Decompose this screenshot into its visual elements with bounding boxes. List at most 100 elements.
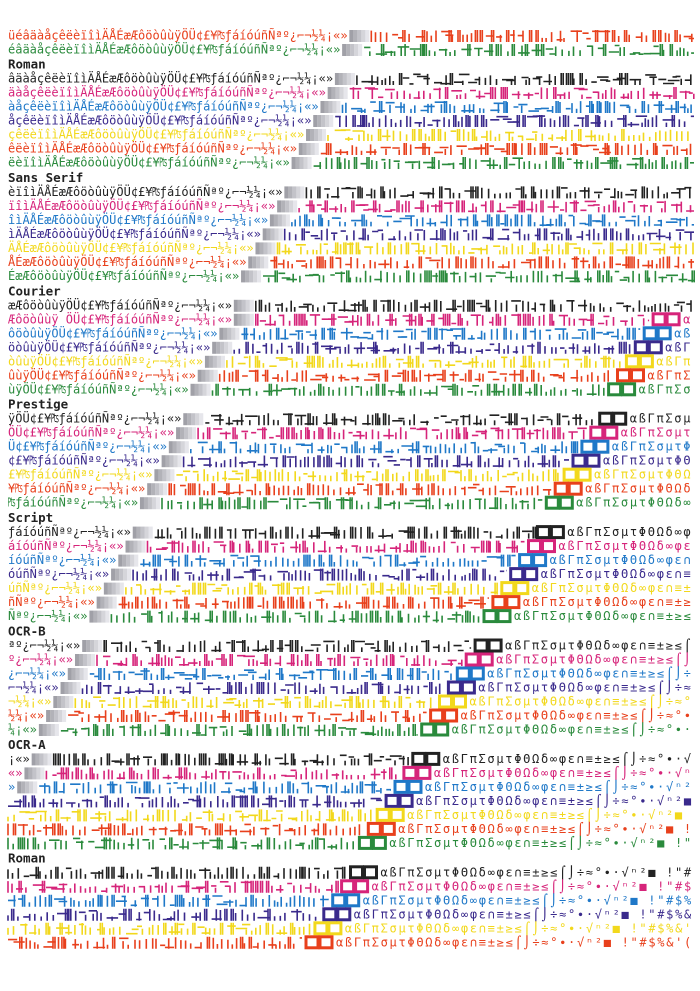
stair-block (349, 865, 364, 880)
line-pattern (125, 582, 498, 595)
line-pattern (146, 540, 525, 553)
char-row: íóúñÑªº¿⌐¬½¼¡«» (8, 552, 116, 567)
gray-swatch (204, 355, 209, 368)
section-label: Script (8, 510, 53, 525)
gray-swatch (28, 767, 33, 780)
gray-swatch (313, 115, 318, 127)
line-pattern (327, 129, 689, 141)
gray-swatch (202, 383, 207, 396)
gray-swatch (269, 214, 274, 227)
stair-block (633, 340, 649, 355)
stair-block (656, 326, 672, 341)
gray-swatch (320, 101, 325, 113)
stair-block (523, 567, 539, 582)
stair-block (603, 425, 619, 440)
gray-swatch (209, 369, 214, 382)
stair-block (411, 751, 427, 766)
gray-swatch (21, 781, 26, 794)
gray-swatch (155, 497, 160, 510)
gray-swatch (118, 554, 123, 567)
gray-swatch (82, 640, 87, 652)
gray-swatch (300, 186, 305, 199)
line-pattern (263, 270, 695, 283)
gray-swatch (173, 455, 178, 468)
gray-swatch (151, 483, 156, 496)
gray-swatch (148, 526, 153, 539)
gray-swatch (147, 483, 152, 496)
gray-swatch (281, 214, 286, 227)
gray-swatch (46, 710, 51, 722)
gray-swatch (365, 30, 370, 42)
gray-swatch (233, 299, 238, 312)
gray-swatch (147, 497, 152, 510)
stair-block (647, 340, 663, 355)
gray-swatch (241, 299, 246, 312)
char-row: úñÑªº¿⌐¬½¼¡«» (8, 580, 102, 595)
char-row: ÅÉæÆôöòûùÿÖÜ¢£¥₧ƒáíóúñÑªº¿⌐¬½¼¡«» (8, 253, 246, 269)
stair-block (553, 481, 569, 496)
gray-swatch (170, 469, 175, 482)
gray-swatch (154, 469, 159, 482)
stair-block (505, 595, 521, 610)
gray-swatch (274, 228, 279, 241)
gray-swatch (334, 73, 339, 85)
stair-block (500, 581, 516, 596)
gray-swatch (133, 540, 138, 553)
char-row: òûùÿÖÜ¢£¥₧ƒáíóúñÑªº¿⌐¬½¼¡«» (8, 352, 203, 368)
gray-swatch (89, 610, 94, 623)
gray-swatch (62, 710, 67, 722)
line-pattern (52, 753, 409, 766)
char-row: Ñªº¿⌐¬½¼¡«» (8, 608, 87, 623)
gray-swatch (43, 753, 48, 766)
gray-swatch (96, 596, 101, 609)
line-pattern (241, 327, 641, 340)
stair-block (366, 821, 382, 836)
stair-block (429, 708, 445, 723)
gray-swatch (134, 554, 139, 567)
gray-swatch (68, 682, 73, 694)
gray-swatch (194, 383, 199, 396)
gray-swatch (306, 129, 311, 141)
stair-block (598, 411, 614, 426)
gray-swatch (168, 441, 173, 454)
gray-swatch (318, 129, 323, 141)
gray-swatch (61, 696, 66, 708)
gray-swatch (249, 313, 254, 326)
line-pattern (270, 256, 694, 269)
gray-swatch (302, 143, 307, 155)
gray-swatch (328, 101, 333, 113)
stair-block (345, 893, 361, 908)
char-row: ÿÖÜ¢£¥₧ƒáíóúñÑªº¿⌐¬½¼¡«» (8, 410, 181, 426)
line-pattern (190, 441, 579, 454)
gray-swatch (299, 157, 304, 169)
gray-swatch (220, 355, 225, 368)
line-pattern (7, 922, 311, 935)
gray-swatch (141, 540, 146, 553)
char-row: ₧ƒáíóúñÑªº¿⌐¬½¼¡«» (8, 495, 138, 510)
gray-swatch (223, 327, 228, 340)
line-pattern (39, 781, 391, 794)
char-row: ¼¡«» (8, 723, 37, 737)
line-pattern (8, 795, 383, 808)
stair-block (384, 793, 400, 808)
line-pattern (45, 767, 397, 780)
gray-swatch (104, 596, 109, 609)
stair-block (380, 821, 396, 836)
char-tail: αßΓπΣσ (639, 382, 693, 396)
line-pattern (161, 497, 543, 510)
gray-swatch (53, 696, 58, 708)
char-row: îìÄÅÉæÆôöòûùÿÖÜ¢£¥₧ƒáíóúñÑªº¿⌐¬½¼¡«» (8, 211, 268, 227)
stair-block (482, 609, 498, 624)
gray-swatch (296, 186, 301, 199)
line-pattern (74, 696, 432, 708)
gray-swatch (285, 200, 290, 213)
line-pattern (118, 596, 489, 609)
stair-block (452, 694, 467, 709)
line-pattern (305, 186, 692, 199)
line-pattern (233, 341, 631, 354)
char-row: êëèïîìÄÅÉæÆôöòûùÿÖÜ¢£¥₧ƒáíóúñÑªº¿⌐¬½¼¡«» (8, 140, 297, 156)
line-pattern (8, 894, 329, 907)
char-row: ÖÜ¢£¥₧ƒáíóúñÑªº¿⌐¬½¼¡«» (8, 424, 174, 440)
stair-block (327, 921, 343, 936)
